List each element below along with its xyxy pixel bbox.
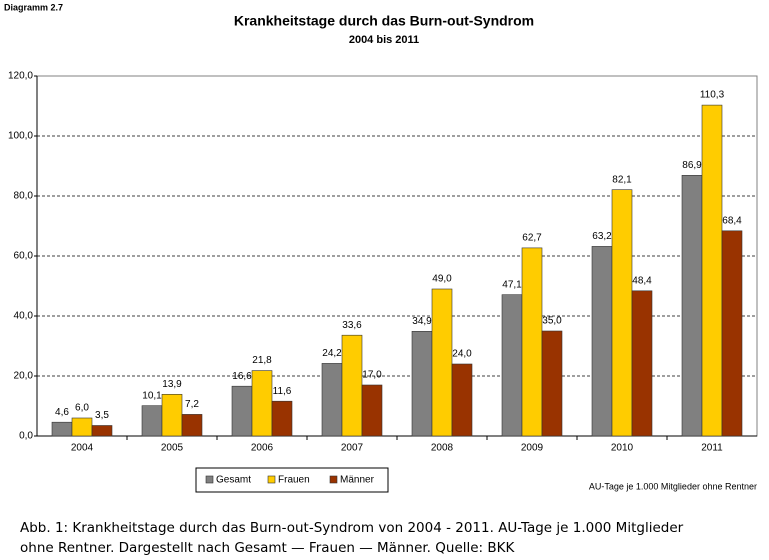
y-tick-label: 100,0 (8, 131, 33, 142)
y-tick-label: 60,0 (14, 251, 34, 262)
value-label: 63,2 (592, 231, 612, 242)
legend-swatch (205, 475, 214, 484)
value-label: 82,1 (612, 174, 632, 185)
bar (181, 414, 203, 437)
bar (411, 330, 433, 437)
value-label: 13,9 (162, 379, 182, 390)
chart-label: Diagramm 2.7 (4, 2, 63, 12)
value-label: 10,1 (142, 390, 162, 401)
x-tick-label: 2010 (611, 443, 634, 454)
legend-label: Männer (340, 475, 375, 486)
bar (361, 384, 383, 437)
caption-line: ohne Rentner. Dargestellt nach Gesamt — … (20, 540, 515, 556)
chart-subtitle: 2004 bis 2011 (349, 34, 419, 46)
value-label: 62,7 (522, 233, 542, 244)
y-tick-label: 20,0 (14, 371, 34, 382)
note: AU-Tage je 1.000 Mitglieder ohne Rentner (589, 481, 757, 491)
y-tick-label: 120,0 (8, 71, 33, 82)
bar (321, 363, 343, 437)
value-label: 6,0 (75, 403, 89, 414)
bar (251, 370, 273, 437)
bar (501, 294, 523, 437)
y-tick-label: 80,0 (14, 191, 34, 202)
x-tick-label: 2007 (341, 443, 364, 454)
value-label: 48,4 (632, 275, 652, 286)
bar (521, 247, 543, 437)
value-label: 7,2 (185, 399, 199, 410)
bar (141, 405, 163, 437)
value-label: 47,1 (502, 279, 522, 290)
bar (451, 363, 473, 437)
legend-box (195, 467, 389, 493)
value-label: 86,9 (682, 160, 702, 171)
bar (681, 175, 703, 437)
bar (541, 330, 563, 437)
x-tick-label: 2005 (161, 443, 184, 454)
value-label: 11,6 (273, 386, 292, 397)
value-label: 110,3 (700, 90, 725, 101)
x-tick-label: 2004 (71, 443, 94, 454)
value-label: 34,9 (412, 316, 432, 327)
value-label: 24,0 (452, 349, 472, 360)
legend-label: Frauen (278, 475, 310, 486)
bar (721, 230, 743, 437)
value-label: 24,2 (322, 348, 342, 359)
bar (231, 385, 253, 437)
value-label: 21,8 (252, 355, 272, 366)
bar (271, 400, 293, 437)
value-label: 68,4 (722, 215, 742, 226)
y-tick-label: 0,0 (19, 431, 33, 442)
bar (631, 290, 653, 437)
value-label: 3,5 (95, 410, 109, 421)
bar (701, 104, 723, 437)
bar (341, 334, 363, 437)
bar (591, 246, 613, 437)
caption: Abb. 1: Krankheitstage durch das Burn-ou… (20, 518, 683, 558)
x-tick-label: 2009 (521, 443, 544, 454)
chart: Diagramm 2.7 Krankheitstage durch das Bu… (4, 2, 758, 493)
value-label: 35,0 (542, 316, 562, 327)
bar (91, 425, 113, 437)
x-tick-label: 2006 (251, 443, 274, 454)
legend-swatch (329, 475, 338, 484)
x-tick-label: 2008 (431, 443, 454, 454)
caption-line: Abb. 1: Krankheitstage durch das Burn-ou… (20, 520, 684, 536)
bar (51, 421, 73, 437)
chart-title: Krankheitstage durch das Burn-out-Syndro… (234, 13, 534, 29)
value-label: 49,0 (432, 274, 452, 285)
value-label: 33,6 (342, 320, 362, 331)
x-tick-label: 2011 (701, 443, 723, 454)
value-label: 4,6 (55, 407, 69, 418)
y-tick-label: 40,0 (14, 311, 34, 322)
bar (71, 417, 93, 437)
bar (431, 288, 453, 437)
bar (161, 393, 183, 437)
bar (611, 189, 633, 437)
legend-label: Gesamt (216, 475, 251, 486)
value-label: 17,0 (362, 370, 382, 381)
value-label: 16,6 (232, 371, 252, 382)
legend-swatch (267, 475, 276, 484)
